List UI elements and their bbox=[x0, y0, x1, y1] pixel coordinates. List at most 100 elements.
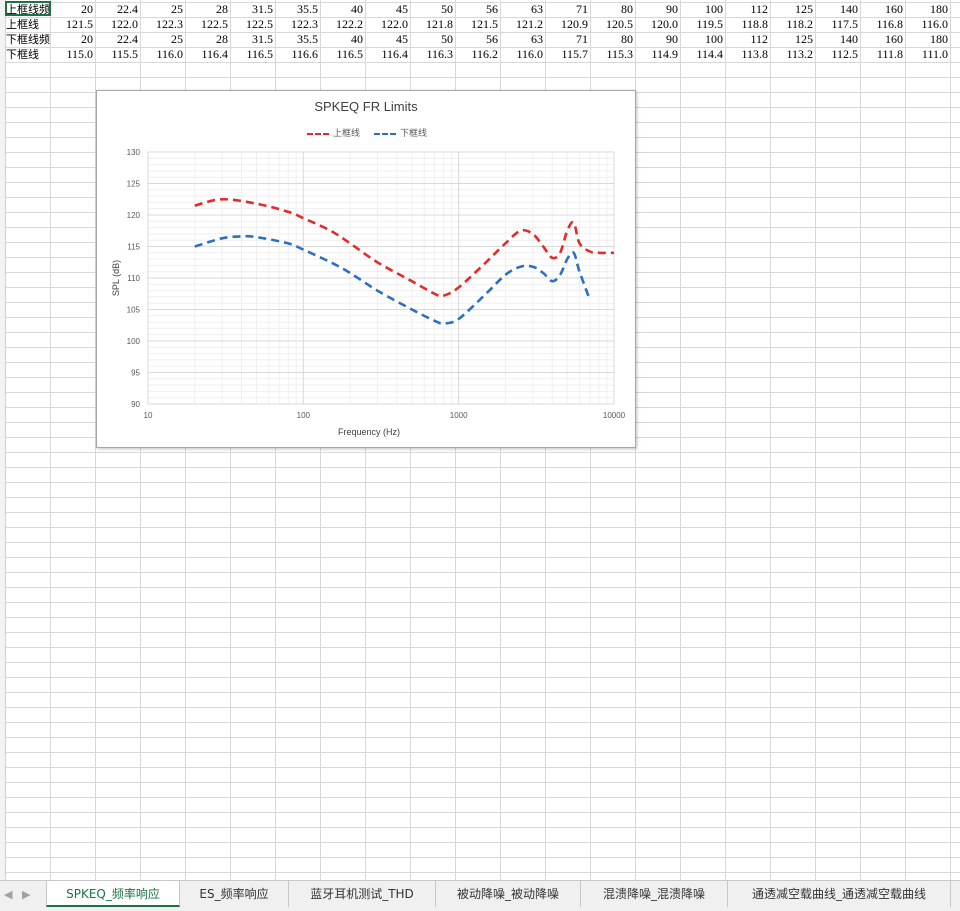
cell[interactable]: 112 bbox=[750, 2, 768, 16]
cell[interactable]: 122.3 bbox=[291, 17, 318, 31]
cell[interactable]: 125 bbox=[795, 32, 813, 46]
y-tick-label: 120 bbox=[127, 211, 141, 220]
cell[interactable]: 111.8 bbox=[876, 47, 903, 61]
cell[interactable]: 119.5 bbox=[696, 17, 723, 31]
cell[interactable]: 115.0 bbox=[66, 47, 93, 61]
cell[interactable]: 45 bbox=[396, 2, 408, 16]
table-row: 上框线频 20 22.4 25 28 31.5 35.5 40 45 50 56… bbox=[5, 2, 960, 17]
cell[interactable]: 115.3 bbox=[606, 47, 633, 61]
cell[interactable]: 118.8 bbox=[741, 17, 768, 31]
cell[interactable]: 45 bbox=[396, 32, 408, 46]
cell[interactable]: 56 bbox=[486, 2, 498, 16]
cell[interactable]: 160 bbox=[885, 32, 903, 46]
cell[interactable]: 122.5 bbox=[201, 17, 228, 31]
cell[interactable]: 22.4 bbox=[117, 32, 138, 46]
cell[interactable]: 180 bbox=[930, 32, 948, 46]
cell[interactable]: 31.5 bbox=[252, 32, 273, 46]
cell[interactable]: 20 bbox=[81, 32, 93, 46]
cell[interactable]: 28 bbox=[216, 32, 228, 46]
legend-label: 下框线 bbox=[400, 128, 428, 138]
cell[interactable]: 115.5 bbox=[111, 47, 138, 61]
cell[interactable]: 122.2 bbox=[336, 17, 363, 31]
row-label[interactable]: 下框线 bbox=[6, 48, 39, 61]
tab-bluetooth-thd[interactable]: 蓝牙耳机测试_THD bbox=[289, 881, 436, 907]
cell[interactable]: 120.5 bbox=[606, 17, 633, 31]
cell[interactable]: 118.2 bbox=[786, 17, 813, 31]
cell[interactable]: 117.5 bbox=[831, 17, 858, 31]
cell[interactable]: 112 bbox=[750, 32, 768, 46]
chart-object[interactable]: SPKEQ FR Limits 上框线 下框线 90 95 100 105 110 115… bbox=[96, 90, 636, 448]
cell[interactable]: 50 bbox=[441, 32, 453, 46]
cell[interactable]: 116.4 bbox=[201, 47, 228, 61]
cell[interactable]: 115.7 bbox=[561, 47, 588, 61]
row-label[interactable]: 下框线频 bbox=[6, 33, 50, 46]
tab-hybrid-noise-reduction[interactable]: 混溃降噪_混溃降噪 bbox=[581, 881, 728, 907]
cell[interactable]: 116.6 bbox=[291, 47, 318, 61]
cell[interactable]: 116.0 bbox=[516, 47, 543, 61]
cell[interactable]: 180 bbox=[930, 2, 948, 16]
cell[interactable]: 116.0 bbox=[156, 47, 183, 61]
cell[interactable]: 71 bbox=[576, 32, 588, 46]
cell[interactable]: 160 bbox=[885, 2, 903, 16]
y-tick-label: 115 bbox=[127, 243, 140, 252]
cell[interactable]: 80 bbox=[621, 2, 633, 16]
cell[interactable]: 114.4 bbox=[696, 47, 723, 61]
cell[interactable]: 90 bbox=[666, 32, 678, 46]
scroll-right-icon[interactable]: ▶ bbox=[22, 888, 31, 901]
tab-passive-noise-reduction[interactable]: 被动降噪_被动降噪 bbox=[436, 881, 581, 907]
tab-transparency-curve[interactable]: 通透减空载曲线_通透减空载曲线 bbox=[728, 881, 951, 907]
cell[interactable]: 140 bbox=[840, 2, 858, 16]
cell[interactable]: 113.8 bbox=[741, 47, 768, 61]
cell[interactable]: 116.8 bbox=[876, 17, 903, 31]
y-tick-label: 130 bbox=[127, 148, 141, 157]
cell[interactable]: 90 bbox=[666, 2, 678, 16]
cell[interactable]: 125 bbox=[795, 2, 813, 16]
cell[interactable]: 120.9 bbox=[561, 17, 588, 31]
cell[interactable]: 120.0 bbox=[651, 17, 678, 31]
cell[interactable]: 100 bbox=[705, 2, 723, 16]
cell[interactable]: 122.5 bbox=[246, 17, 273, 31]
cell[interactable]: 40 bbox=[351, 2, 363, 16]
cell[interactable]: 25 bbox=[171, 2, 183, 16]
cell[interactable]: 113.2 bbox=[786, 47, 813, 61]
row-label[interactable]: 上框线 bbox=[6, 18, 39, 31]
cell[interactable]: 25 bbox=[171, 32, 183, 46]
tab-spkeq-frequency-response[interactable]: SPKEQ_频率响应 bbox=[46, 881, 180, 907]
tab-es-frequency-response[interactable]: ES_频率响应 bbox=[180, 881, 289, 907]
cell[interactable]: 35.5 bbox=[297, 32, 318, 46]
cell[interactable]: 122.3 bbox=[156, 17, 183, 31]
cell[interactable]: 112.5 bbox=[831, 47, 858, 61]
cell[interactable]: 122.0 bbox=[381, 17, 408, 31]
cell[interactable]: 116.4 bbox=[381, 47, 408, 61]
cell[interactable]: 114.9 bbox=[651, 47, 678, 61]
cell[interactable]: 140 bbox=[840, 32, 858, 46]
cell[interactable]: 35.5 bbox=[297, 2, 318, 16]
cell[interactable]: 50 bbox=[441, 2, 453, 16]
cell[interactable]: 121.5 bbox=[471, 17, 498, 31]
worksheet-area[interactable]: 上框线频 20 22.4 25 28 31.5 35.5 40 45 50 56… bbox=[0, 0, 960, 880]
cell[interactable]: 122.0 bbox=[111, 17, 138, 31]
cell[interactable]: 121.2 bbox=[516, 17, 543, 31]
cell[interactable]: 31.5 bbox=[252, 2, 273, 16]
cell[interactable]: 40 bbox=[351, 32, 363, 46]
scroll-left-icon[interactable]: ◀ bbox=[4, 888, 13, 901]
cell[interactable]: 116.5 bbox=[336, 47, 363, 61]
cell[interactable]: 100 bbox=[705, 32, 723, 46]
cell[interactable]: 71 bbox=[576, 2, 588, 16]
cell[interactable]: 28 bbox=[216, 2, 228, 16]
row-header-edge bbox=[0, 0, 6, 880]
cell[interactable]: 116.5 bbox=[246, 47, 273, 61]
cell[interactable]: 116.0 bbox=[921, 17, 948, 31]
cell[interactable]: 20 bbox=[81, 2, 93, 16]
cell[interactable]: 116.2 bbox=[471, 47, 498, 61]
cell[interactable]: 111.0 bbox=[921, 47, 948, 61]
cell[interactable]: 116.3 bbox=[426, 47, 453, 61]
cell[interactable]: 121.5 bbox=[66, 17, 93, 31]
cell[interactable]: 63 bbox=[531, 2, 543, 16]
cell[interactable]: 63 bbox=[531, 32, 543, 46]
cell[interactable]: 121.8 bbox=[426, 17, 453, 31]
cell[interactable]: 80 bbox=[621, 32, 633, 46]
row-label[interactable]: 上框线频 bbox=[6, 3, 50, 16]
cell[interactable]: 22.4 bbox=[117, 2, 138, 16]
cell[interactable]: 56 bbox=[486, 32, 498, 46]
